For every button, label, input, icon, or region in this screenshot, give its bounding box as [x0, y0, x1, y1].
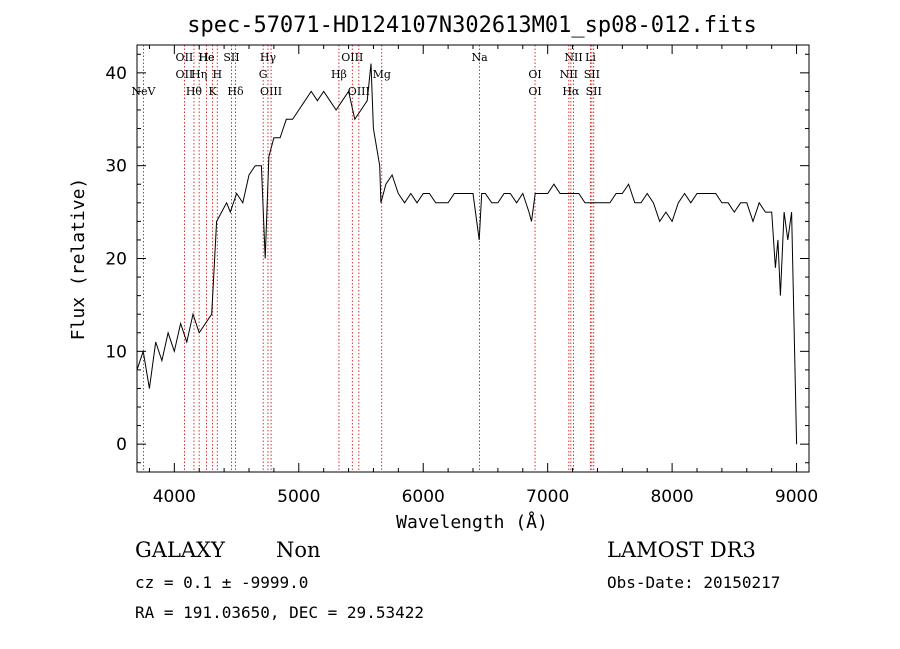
y-tick-label-0: 0 — [116, 435, 127, 455]
x-tick-label-2: 6000 — [402, 487, 445, 507]
line-label-26: Hα — [562, 85, 580, 98]
line-label-14: OIII — [260, 85, 282, 98]
line-label-2: He — [198, 51, 214, 64]
line-label-11: Hδ — [227, 85, 244, 98]
survey-name: LAMOST DR3 — [607, 538, 756, 562]
line-label-17: Mg — [373, 68, 391, 81]
line-label-8: H — [212, 68, 222, 81]
x-tick-label-4: 8000 — [650, 487, 693, 507]
line-label-23: Li — [585, 51, 596, 64]
y-axis-label: Flux (relative) — [68, 178, 89, 341]
line-label-24: NII — [560, 68, 578, 81]
x-tick-label-3: 7000 — [526, 487, 569, 507]
line-label-18: OIII — [348, 85, 370, 98]
line-label-3: OII — [176, 68, 194, 81]
line-label-15: OIII — [341, 51, 363, 64]
line-label-7: I — [204, 51, 208, 64]
line-label-6: He — [198, 51, 214, 64]
line-label-13: G — [259, 68, 268, 81]
line-label-22: NII — [564, 51, 582, 64]
object-class: GALAXY — [135, 538, 225, 562]
y-tick-label-1: 10 — [105, 342, 127, 362]
object-subclass: Non — [276, 538, 321, 562]
x-tick-label-5: 9000 — [775, 487, 818, 507]
line-label-27: SII — [586, 85, 602, 98]
x-axis-label: Wavelength (Å) — [396, 511, 548, 533]
line-label-9: K — [209, 85, 218, 98]
line-label-25: SII — [584, 68, 600, 81]
y-tick-label-3: 30 — [105, 157, 127, 177]
plot-frame — [136, 44, 810, 473]
line-label-5: Hθ — [186, 85, 203, 98]
y-tick-label-4: 40 — [105, 64, 127, 84]
redshift-cz: cz = 0.1 ± -9999.0 — [135, 573, 309, 592]
line-label-1: OII — [176, 51, 194, 64]
x-axis-ticks: 4000 5000 6000 7000 8000 9000 — [148, 45, 818, 507]
spectral-line-markers — [143, 45, 595, 472]
y-tick-label-2: 20 — [105, 250, 127, 270]
x-tick-label-0: 4000 — [153, 487, 196, 507]
coordinates: RA = 191.03650, DEC = 29.53422 — [135, 603, 424, 622]
line-label-21: OI — [528, 85, 541, 98]
y-axis-ticks: 0 10 20 30 40 — [105, 53, 809, 464]
spectrum-line — [136, 63, 798, 445]
line-label-10: SII — [223, 51, 239, 64]
line-label-12: Hγ — [260, 51, 277, 64]
observation-date: Obs-Date: 20150217 — [607, 573, 781, 592]
line-label-16: Hβ — [331, 68, 347, 81]
x-tick-label-1: 5000 — [277, 487, 320, 507]
line-label-0: NeV — [131, 85, 156, 98]
line-label-20: OI — [528, 68, 541, 81]
chart-title: spec-57071-HD124107N302613M01_sp08-012.f… — [187, 13, 757, 38]
line-label-19: Na — [471, 51, 488, 64]
line-label-4: Hη — [191, 68, 207, 81]
